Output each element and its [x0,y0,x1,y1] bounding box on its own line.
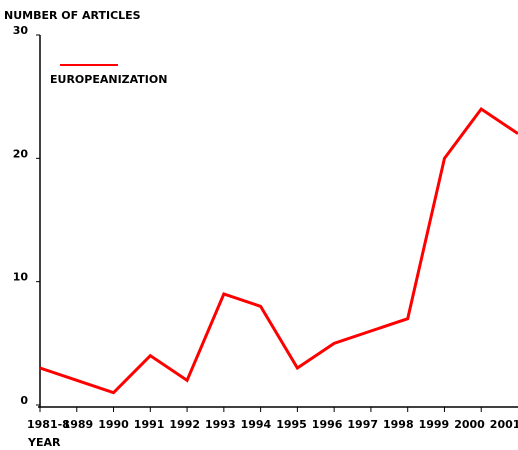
x-tick-label: 2000 [454,418,485,431]
x-tick-label: 1992 [169,418,200,431]
x-tick-label: 1993 [205,418,236,431]
y-axis-label: NUMBER OF ARTICLES [4,9,141,22]
x-tick-label: 1999 [419,418,450,431]
x-tick-label: 1990 [98,418,129,431]
x-tick-label: 1981-8 [27,418,70,431]
x-tick-label: 1997 [347,418,378,431]
line-series [39,106,518,395]
y-tick-label: 30 [13,24,29,37]
x-axis-label: YEAR [27,436,61,449]
y-tick-label: 10 [13,271,29,284]
y-tick-label: 0 [20,394,28,407]
y-tick-label: 20 [13,147,29,160]
legend-label: EUROPEANIZATION [50,73,167,86]
x-tick-label: 1998 [383,418,414,431]
x-tick-label: 1989 [63,418,94,431]
x-tick-label: 1996 [312,418,343,431]
x-tick-label: 1994 [241,418,272,431]
x-tick-label: 2001 [490,418,518,431]
x-tick-label: 1995 [276,418,307,431]
x-tick-label: 1991 [134,418,165,431]
